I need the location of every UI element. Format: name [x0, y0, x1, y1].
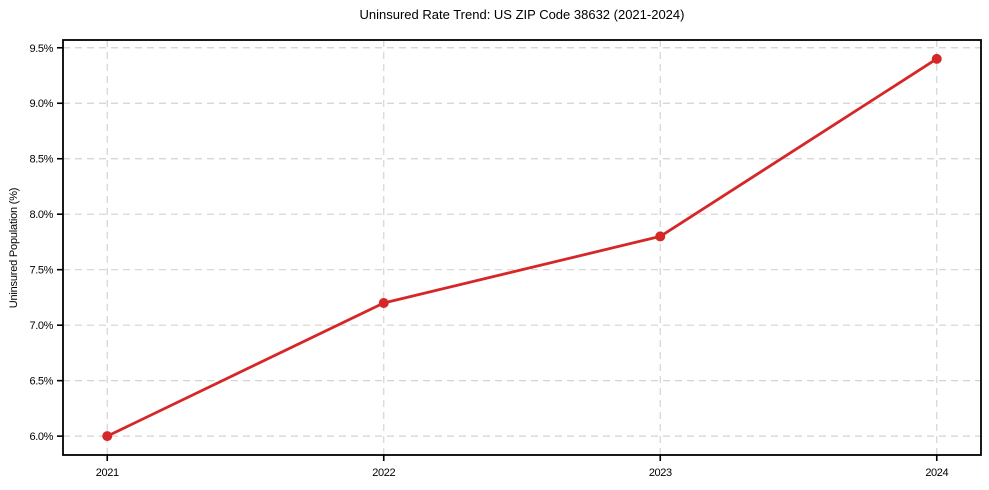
x-tick-label: 2023 [649, 467, 672, 479]
x-tick-label: 2021 [96, 467, 119, 479]
data-point [931, 53, 942, 64]
plot-border [62, 39, 982, 456]
y-tick-label: 7.0% [30, 320, 54, 332]
y-tick-label: 7.5% [30, 265, 54, 277]
y-tick-label: 8.5% [30, 154, 54, 166]
x-tick-label: 2024 [925, 467, 948, 479]
data-point [378, 297, 389, 308]
trend-line [105, 57, 939, 438]
data-point [102, 431, 113, 442]
data-point [655, 231, 666, 242]
y-tick-label: 8.0% [30, 209, 54, 221]
y-tick-label: 6.0% [30, 431, 54, 443]
chart-title: Uninsured Rate Trend: US ZIP Code 38632 … [359, 7, 685, 22]
y-tick-label: 9.0% [30, 98, 54, 110]
y-tick-label: 6.5% [30, 376, 54, 388]
y-tick-label: 9.5% [30, 43, 54, 55]
x-tick-label: 2022 [372, 467, 395, 479]
